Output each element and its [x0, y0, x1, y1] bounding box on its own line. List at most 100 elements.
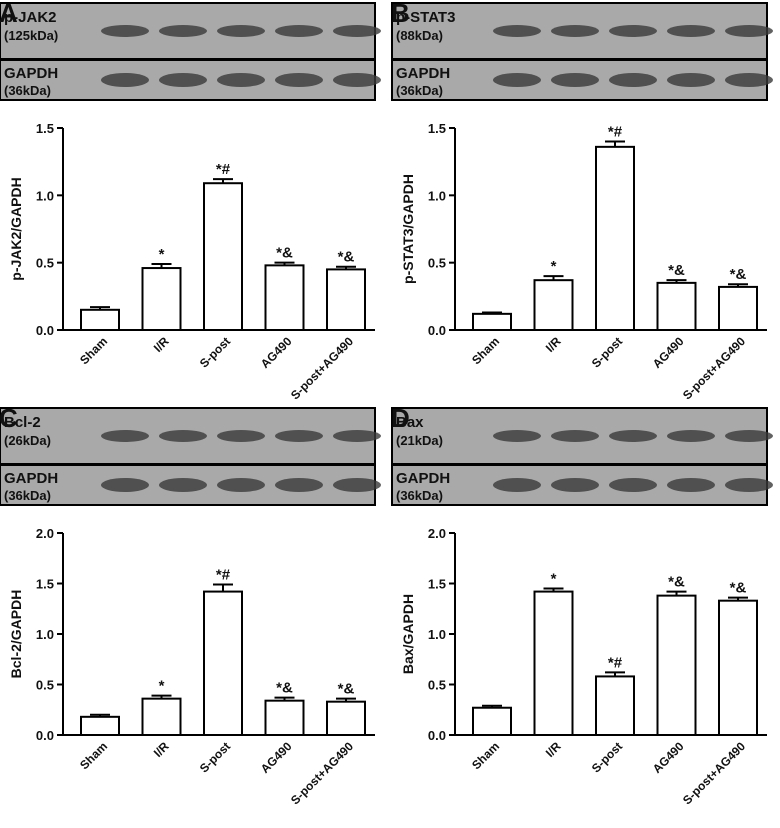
bar: [80, 715, 120, 737]
blot-band: [551, 25, 599, 37]
blot-label: (26kDa): [4, 433, 51, 448]
blot-band: [551, 430, 599, 442]
blot-band: [667, 73, 715, 87]
blot-band: [333, 73, 381, 87]
blot-band: [725, 25, 773, 37]
blot-label: (88kDa): [396, 28, 443, 43]
y-tick-label: 1.0: [36, 188, 54, 203]
y-tick-label: 1.5: [36, 577, 54, 592]
x-tick-label: AG490: [258, 334, 295, 371]
blot-label: p-JAK2: [4, 9, 57, 26]
panel-letter: C: [0, 403, 18, 433]
blot-label: GAPDH: [396, 470, 450, 487]
bar: [595, 145, 635, 331]
x-tick-label: S-post: [197, 334, 233, 370]
bar: [718, 599, 758, 736]
y-tick-label: 2.0: [36, 526, 54, 541]
y-axis-label: Bax/GAPDH: [400, 594, 416, 674]
blot-band: [159, 73, 207, 87]
blot-band: [609, 430, 657, 442]
significance-mark: *&: [338, 681, 355, 698]
y-tick-label: 0.5: [428, 256, 446, 271]
bar: [264, 699, 305, 737]
blot-band: [101, 430, 149, 442]
x-tick-label: Sham: [77, 739, 110, 772]
blot-label: (36kDa): [4, 83, 51, 98]
panel: Ap-JAK2 (125kDa) GAPDH(36kDa) 0.0 0.5 1.0 1.5 p…: [0, 0, 381, 402]
significance-mark: *&: [276, 245, 293, 262]
blot-band: [725, 478, 773, 492]
blot-label: (36kDa): [396, 488, 443, 503]
blot-band: [101, 478, 149, 492]
y-tick-label: 1.5: [428, 577, 446, 592]
blot-label: GAPDH: [4, 65, 58, 82]
x-tick-label: S-post+AG490: [680, 739, 748, 807]
blot-band: [275, 25, 323, 37]
blot-band: [493, 25, 541, 37]
blot-band: [217, 73, 265, 87]
bar: [533, 590, 574, 736]
blot-band: [217, 430, 265, 442]
significance-mark: *#: [216, 567, 231, 584]
significance-mark: *&: [668, 574, 685, 591]
y-tick-label: 0.0: [36, 323, 54, 338]
significance-mark: *: [551, 571, 557, 588]
blot-band: [667, 478, 715, 492]
x-tick-label: I/R: [543, 739, 564, 760]
x-tick-label: I/R: [151, 334, 172, 355]
y-tick-label: 0.0: [428, 728, 446, 743]
y-tick-label: 1.0: [428, 188, 446, 203]
blot-band: [725, 430, 773, 442]
blot-band: [493, 478, 541, 492]
bar: [203, 590, 243, 736]
blot-band: [493, 430, 541, 442]
bar: [326, 268, 366, 331]
bar: [472, 312, 512, 331]
blot-band: [101, 25, 149, 37]
blot-band: [667, 430, 715, 442]
bar: [472, 706, 512, 737]
x-tick-label: I/R: [151, 739, 172, 760]
panel-letter: A: [0, 0, 18, 28]
significance-mark: *: [159, 678, 165, 695]
x-tick-label: S-post: [589, 739, 625, 775]
panel-letter: B: [391, 0, 410, 28]
blot-band: [275, 430, 323, 442]
significance-mark: *&: [668, 262, 685, 279]
significance-mark: *&: [276, 680, 293, 697]
bar: [595, 675, 635, 737]
x-tick-label: I/R: [543, 334, 564, 355]
y-tick-label: 1.5: [428, 121, 446, 136]
significance-mark: *#: [608, 123, 623, 140]
x-tick-label: Sham: [469, 334, 502, 367]
blot-band: [275, 73, 323, 87]
x-tick-label: S-post+AG490: [680, 334, 748, 402]
blot-band: [217, 25, 265, 37]
blot-band: [725, 73, 773, 87]
y-tick-label: 1.0: [36, 627, 54, 642]
blot-band: [609, 25, 657, 37]
panel-letter: D: [391, 403, 410, 433]
blot-band: [609, 73, 657, 87]
panel: Bp-STAT3 (88kDa) GAPDH(36kDa) 0.0 0.5 1.0 1.5 p…: [391, 0, 773, 402]
x-tick-label: AG490: [650, 334, 687, 371]
blot-band: [609, 478, 657, 492]
y-tick-label: 0.5: [36, 256, 54, 271]
bar: [533, 279, 574, 332]
y-axis-label: p-JAK2/GAPDH: [8, 177, 24, 280]
significance-mark: *&: [730, 266, 747, 283]
bar: [141, 267, 182, 332]
significance-mark: *#: [608, 654, 623, 671]
bar: [656, 281, 697, 332]
bar: [203, 182, 243, 331]
blot-label: p-STAT3: [396, 9, 455, 26]
significance-mark: *#: [216, 161, 231, 178]
blot-band: [493, 73, 541, 87]
blot-label: (36kDa): [396, 83, 443, 98]
y-tick-label: 2.0: [428, 526, 446, 541]
significance-mark: *&: [338, 249, 355, 266]
y-tick-label: 1.5: [36, 121, 54, 136]
x-tick-label: S-post: [589, 334, 625, 370]
bar: [326, 700, 366, 737]
